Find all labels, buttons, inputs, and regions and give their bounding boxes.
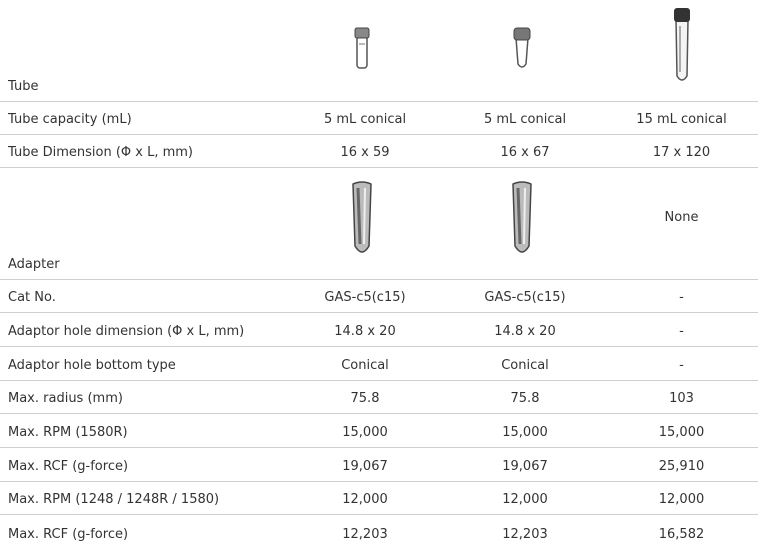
table-row: Cat No. GAS-c5(c15) GAS-c5(c15) - xyxy=(0,280,758,313)
row-label: Tube xyxy=(8,79,39,94)
table-row: Max. RCF (g-force) 12,203 12,203 16,582 xyxy=(0,515,758,549)
table-cell: 5 mL conical xyxy=(323,112,407,127)
table-cell: 15,000 xyxy=(658,425,705,440)
table-cell: - xyxy=(679,290,684,305)
table-row: Adaptor hole dimension (Φ x L, mm) 14.8 x… xyxy=(0,313,758,347)
row-label: Max. RPM (1248 / 1248R / 1580) xyxy=(8,492,220,507)
row-label: Adapter xyxy=(8,257,60,272)
table-cell: 5 mL conical xyxy=(483,112,567,127)
table-cell: - xyxy=(679,358,684,373)
table-cell: 75.8 xyxy=(350,391,380,406)
table-cell: 19,067 xyxy=(342,459,388,474)
row-label: Tube Dimension (Φ x L, mm) xyxy=(8,145,193,160)
table-row: Max. RPM (1580R) 15,000 15,000 15,000 xyxy=(0,414,758,448)
table-row: Max. RCF (g-force) 19,067 19,067 25,910 xyxy=(0,448,758,482)
table-cell: 12,000 xyxy=(658,492,705,507)
table-row: Adaptor hole bottom type Conical Conical - xyxy=(0,347,758,381)
table-cell: GAS-c5(c15) xyxy=(484,290,566,305)
table-cell: 25,910 xyxy=(658,459,705,474)
table-cell: None xyxy=(664,210,699,225)
table-cell: 103 xyxy=(669,391,694,406)
table-cell: 75.8 xyxy=(510,391,540,406)
row-label: Max. RPM (1580R) xyxy=(8,425,128,440)
tube-image xyxy=(674,8,690,81)
table-cell: 12,203 xyxy=(502,527,548,542)
table-cell: 15,000 xyxy=(502,425,548,440)
tube-image xyxy=(513,27,531,68)
table-cell: 15,000 xyxy=(342,425,388,440)
table-cell: GAS-c5(c15) xyxy=(324,290,406,305)
row-label: Tube capacity (mL) xyxy=(8,112,132,127)
table-cell: 15 mL conical xyxy=(636,112,727,127)
table-row: Tube capacity (mL) 5 mL conical 5 mL conic… xyxy=(0,102,758,135)
table-cell: 16 x 59 xyxy=(340,145,390,160)
adapter-image xyxy=(352,181,372,253)
table-cell: 12,000 xyxy=(502,492,548,507)
table-cell: Conical xyxy=(341,358,389,373)
row-label: Max. RCF (g-force) xyxy=(8,459,129,474)
row-label: Cat No. xyxy=(8,290,56,305)
table-cell: 17 x 120 xyxy=(652,145,711,160)
tube-image xyxy=(354,27,370,69)
table-cell: Conical xyxy=(501,358,549,373)
table-row: Tube xyxy=(0,0,758,102)
row-label: Max. RCF (g-force) xyxy=(8,527,129,542)
table-cell: 16,582 xyxy=(658,527,705,542)
table-cell: 16 x 67 xyxy=(500,145,550,160)
table-cell: 12,000 xyxy=(342,492,388,507)
row-label: Max. radius (mm) xyxy=(8,391,123,406)
table-row: Tube Dimension (Φ x L, mm) 16 x 59 16 x 67… xyxy=(0,135,758,168)
row-label: Adaptor hole dimension (Φ x L, mm) xyxy=(8,324,245,339)
adapter-image xyxy=(512,181,532,253)
table-cell: 19,067 xyxy=(502,459,548,474)
table-cell: 14.8 x 20 xyxy=(494,324,556,339)
table-cell: 12,203 xyxy=(342,527,388,542)
row-label: Adaptor hole bottom type xyxy=(8,358,176,373)
table-cell: 14.8 x 20 xyxy=(334,324,396,339)
table-row: Max. RPM (1248 / 1248R / 1580) 12,000 12,0… xyxy=(0,482,758,515)
table-row: Max. radius (mm) 75.8 75.8 103 xyxy=(0,381,758,414)
table-row: Adapter None xyxy=(0,168,758,280)
table-cell: - xyxy=(679,324,684,339)
